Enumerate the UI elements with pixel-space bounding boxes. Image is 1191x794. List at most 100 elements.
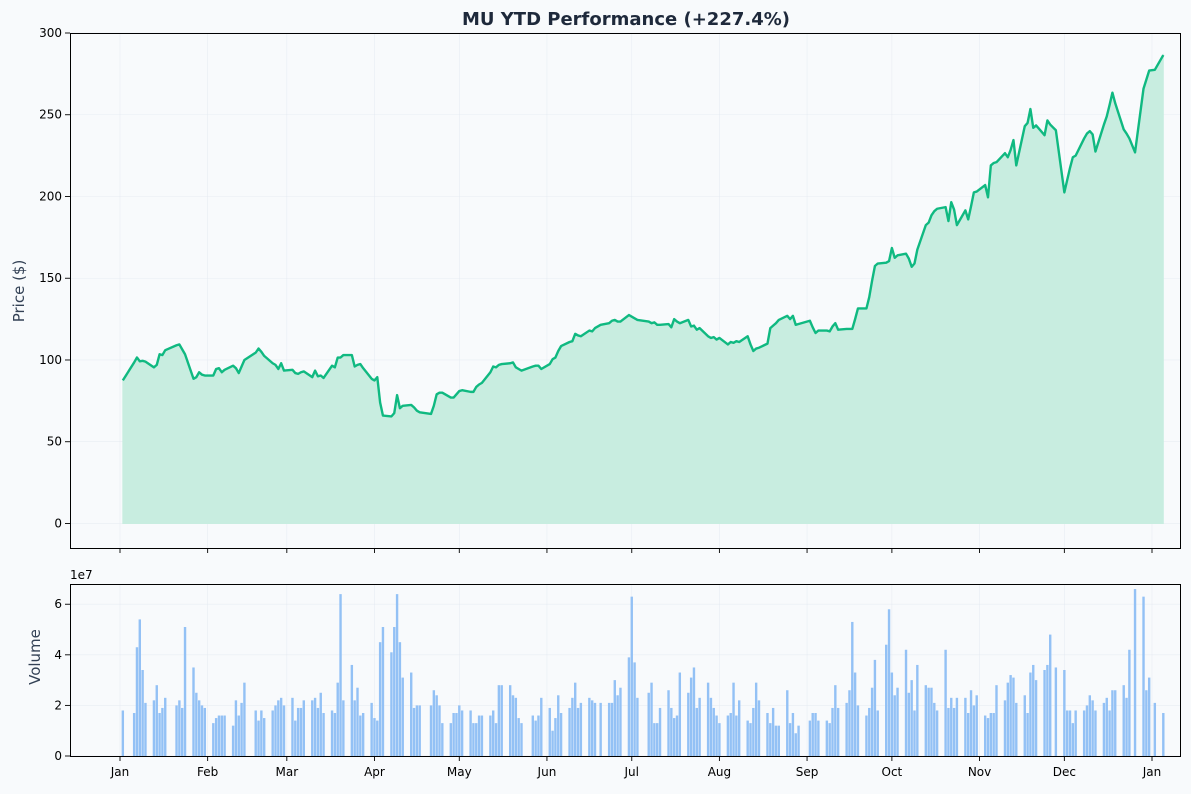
volume-bar — [548, 707, 551, 756]
volume-bar — [1034, 680, 1038, 756]
volume-bar — [1147, 677, 1151, 756]
volume-bar — [155, 685, 158, 756]
volume-bar — [537, 715, 540, 756]
volume-bar — [181, 707, 184, 756]
volume-bar — [658, 707, 662, 756]
volume-bar — [989, 713, 993, 756]
price-y-tick-label-0: 0 — [54, 516, 62, 530]
volume-bar — [769, 723, 772, 756]
volume-bar — [791, 713, 795, 756]
volume-bar — [845, 702, 848, 756]
volume-bar — [950, 697, 953, 756]
volume-bar — [593, 702, 597, 756]
volume-bar — [935, 710, 939, 756]
volume-bar — [788, 723, 792, 756]
volume-bar — [709, 697, 713, 756]
volume-bar — [675, 715, 679, 756]
volume-bar — [712, 707, 715, 756]
volume-bar — [777, 725, 780, 756]
volume-bar — [1162, 713, 1165, 756]
volume-x-tick-label-7: Aug — [708, 765, 731, 779]
volume-y-tick-label-0: 0 — [54, 749, 62, 763]
volume-bar — [893, 695, 896, 756]
volume-bar — [1074, 710, 1077, 756]
volume-bar — [1133, 589, 1137, 756]
volume-bar — [121, 710, 125, 756]
volume-bar — [373, 718, 376, 756]
volume-bar — [492, 710, 495, 756]
volume-bar — [508, 685, 512, 756]
volume-bar — [873, 659, 877, 756]
volume-bar — [834, 685, 837, 756]
volume-bar — [975, 695, 978, 756]
volume-bar — [794, 733, 797, 756]
price-y-axis-label: Price ($) — [10, 260, 28, 323]
volume-bar — [718, 723, 721, 756]
volume-bar — [554, 718, 557, 756]
volume-bar — [1032, 664, 1035, 756]
volume-bar — [619, 687, 622, 756]
volume-bar — [401, 677, 404, 756]
volume-bar — [1105, 697, 1108, 756]
volume-bar — [132, 713, 136, 756]
volume-bar — [1125, 697, 1128, 756]
volume-bar — [517, 718, 520, 756]
volume-bar — [214, 718, 218, 756]
volume-bar — [647, 692, 650, 756]
volume-bar — [1009, 675, 1012, 756]
volume-bar — [698, 697, 701, 756]
volume-bar — [590, 700, 594, 756]
volume-panel: 0 2 4 6 Jan Feb Mar Apr May Jun Jul Aug Sep Oct Nov De… — [26, 568, 1181, 779]
volume-bar — [511, 695, 515, 756]
volume-bar — [477, 715, 481, 756]
volume-bar — [313, 697, 317, 756]
volume-bar — [907, 692, 911, 756]
volume-bar — [291, 697, 294, 756]
volume-bar — [786, 690, 789, 756]
volume-bar — [848, 690, 851, 756]
volume-bar — [636, 697, 639, 756]
volume-bar — [370, 702, 373, 756]
volume-bar — [695, 707, 698, 756]
volume-bar — [735, 715, 738, 756]
price-panel: 0 50 100 150 200 250 300 Price ($) — [10, 26, 1181, 553]
volume-bar — [1145, 690, 1148, 756]
volume-bar — [1029, 672, 1032, 756]
volume-bar — [986, 718, 990, 756]
volume-bar — [435, 695, 438, 756]
volume-bar — [749, 723, 752, 756]
volume-bar — [1065, 710, 1069, 756]
volume-bar — [441, 723, 444, 756]
volume-bar — [393, 627, 396, 756]
volume-bar — [927, 687, 930, 756]
volume-x-tick-label-3: Apr — [364, 765, 385, 779]
volume-bar — [277, 700, 280, 756]
volume-bar — [472, 723, 475, 756]
volume-bar — [633, 662, 636, 756]
volume-x-tick-label-0: Jan — [110, 765, 130, 779]
volume-bar — [254, 710, 257, 756]
volume-y-axis-label: Volume — [26, 629, 44, 685]
volume-bar — [460, 710, 464, 756]
volume-bar — [836, 707, 840, 756]
volume-y-tick-label-1: 2 — [54, 698, 62, 712]
volume-bar — [715, 715, 718, 756]
volume-y-tick-label-2: 4 — [54, 648, 62, 662]
volume-bar — [263, 718, 266, 756]
volume-bar — [144, 702, 147, 756]
volume-bar — [610, 702, 614, 756]
volume-bar — [152, 700, 156, 756]
volume-bar — [415, 705, 419, 756]
volume-bar — [243, 682, 246, 756]
volume-bar — [774, 725, 778, 756]
volume-bar — [333, 713, 337, 756]
volume-bar — [797, 725, 800, 756]
volume-bar — [257, 720, 260, 756]
volume-y-tick-label-3: 6 — [54, 597, 62, 611]
volume-bar — [339, 594, 342, 756]
volume-bar — [381, 627, 385, 756]
price-y-tick-label-6: 300 — [39, 26, 62, 40]
volume-bar — [359, 715, 362, 756]
